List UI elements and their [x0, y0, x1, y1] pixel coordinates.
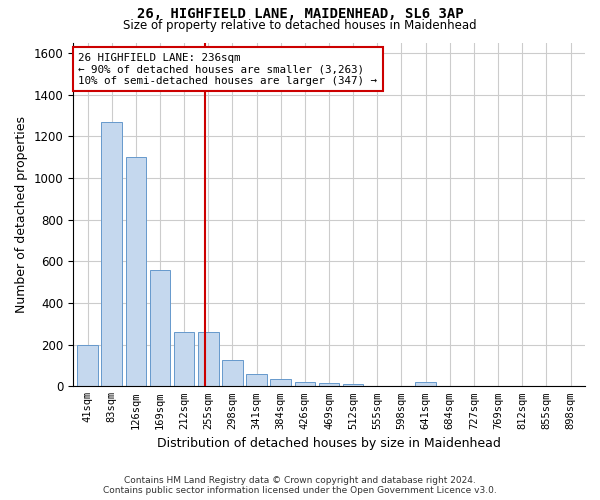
Bar: [222, 360, 242, 386]
Bar: [174, 332, 194, 386]
Bar: [125, 157, 146, 386]
Bar: [415, 382, 436, 386]
Bar: [77, 346, 98, 387]
Bar: [295, 382, 315, 386]
Text: 26 HIGHFIELD LANE: 236sqm
← 90% of detached houses are smaller (3,263)
10% of se: 26 HIGHFIELD LANE: 236sqm ← 90% of detac…: [78, 53, 377, 86]
Bar: [271, 379, 291, 386]
X-axis label: Distribution of detached houses by size in Maidenhead: Distribution of detached houses by size …: [157, 437, 501, 450]
Y-axis label: Number of detached properties: Number of detached properties: [15, 116, 28, 313]
Text: Size of property relative to detached houses in Maidenhead: Size of property relative to detached ho…: [123, 19, 477, 32]
Bar: [198, 332, 218, 386]
Bar: [101, 122, 122, 386]
Text: 26, HIGHFIELD LANE, MAIDENHEAD, SL6 3AP: 26, HIGHFIELD LANE, MAIDENHEAD, SL6 3AP: [137, 8, 463, 22]
Text: Contains HM Land Registry data © Crown copyright and database right 2024.
Contai: Contains HM Land Registry data © Crown c…: [103, 476, 497, 495]
Bar: [247, 374, 267, 386]
Bar: [150, 270, 170, 386]
Bar: [319, 383, 339, 386]
Bar: [343, 384, 364, 386]
